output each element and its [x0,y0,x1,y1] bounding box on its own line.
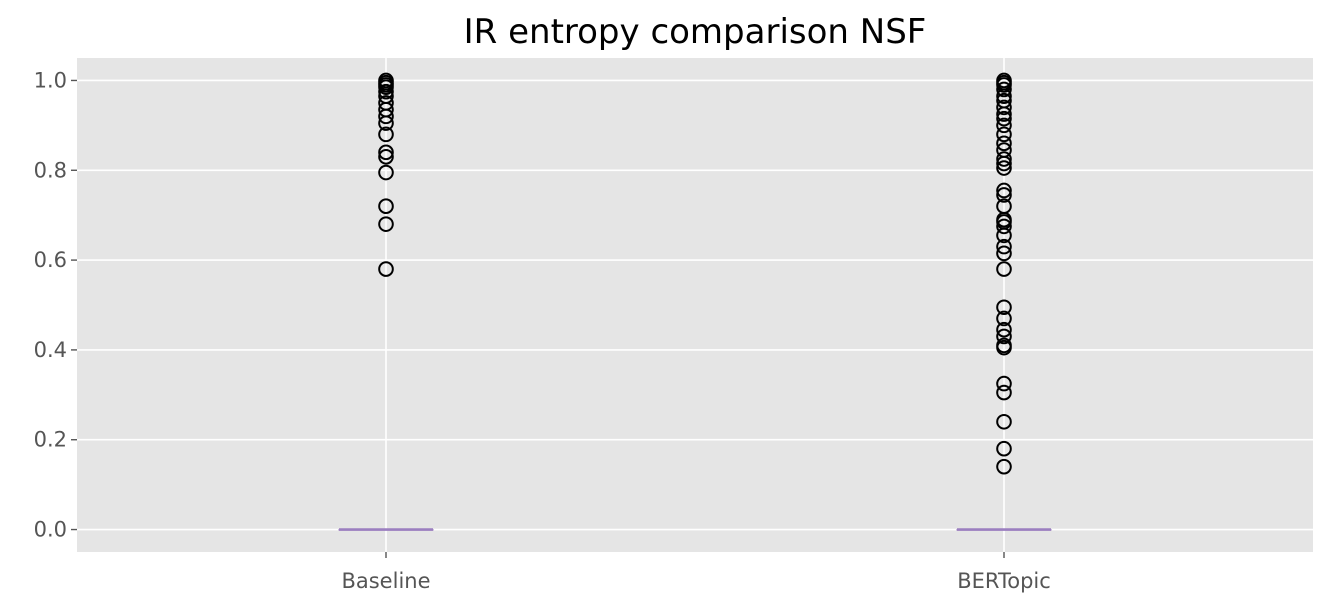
outlier-point [996,458,1012,475]
outlier-point [996,198,1012,214]
y-tick-label: 0.2 [34,428,67,452]
outlier-point [378,72,394,89]
outlier-point [378,83,394,100]
outlier-point [996,187,1012,203]
outlier-point [996,413,1012,430]
outlier-point [378,126,394,143]
y-tick-label: 0.0 [34,518,67,542]
outlier-point [996,117,1012,134]
outlier-point [378,144,394,161]
outlier-point [996,142,1012,158]
outlier-point [996,72,1012,89]
outlier-point [996,110,1012,127]
box-elements [338,72,1052,531]
outlier-point [378,149,394,165]
outlier-point [996,218,1012,235]
outlier-point [996,126,1012,143]
outlier-point [996,321,1012,338]
outlier-point [996,81,1012,98]
outlier-point [378,95,394,111]
x-tick-label: Baseline [341,569,430,593]
chart-title: IR entropy comparison NSF [463,12,927,52]
outlier-point [996,238,1012,255]
axis-ticks: 0.0 0.2 0.4 0.6 0.8 1.0 Baseline BERTopic [34,68,1051,593]
y-tick-label: 0.4 [34,338,67,362]
y-tick-label: 0.6 [34,248,67,272]
plot-area [77,58,1313,552]
outlier-point [378,198,394,214]
outlier-point [996,92,1012,109]
outlier-point [996,299,1012,316]
outlier-point [996,151,1012,167]
outlier-point [996,328,1012,345]
outlier-point [996,245,1012,262]
outlier-point [378,216,394,232]
outlier-point [996,337,1012,354]
outlier-point [996,160,1012,176]
outlier-point [996,99,1012,116]
outlier-point [996,182,1012,199]
outlier-point [996,440,1012,457]
outlier-point [378,164,394,181]
outlier-point [996,261,1012,277]
y-tick-label: 0.8 [34,158,67,182]
outlier-point [996,384,1012,401]
outlier-point [996,135,1012,152]
outlier-point [996,375,1012,392]
outlier-point [378,261,394,277]
x-tick-label: BERTopic [957,569,1051,593]
y-tick-label: 1.0 [34,68,67,92]
outlier-point [996,310,1012,327]
